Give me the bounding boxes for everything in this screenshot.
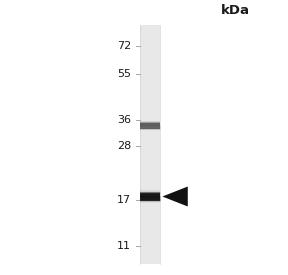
Text: 17: 17 [117,195,131,205]
Text: 28: 28 [117,141,131,151]
Text: kDa: kDa [221,4,250,17]
Polygon shape [162,186,188,207]
Text: 11: 11 [117,241,131,251]
Text: 36: 36 [117,114,131,125]
Text: 72: 72 [117,40,131,51]
Text: 55: 55 [117,69,131,79]
Bar [140,25,160,264]
